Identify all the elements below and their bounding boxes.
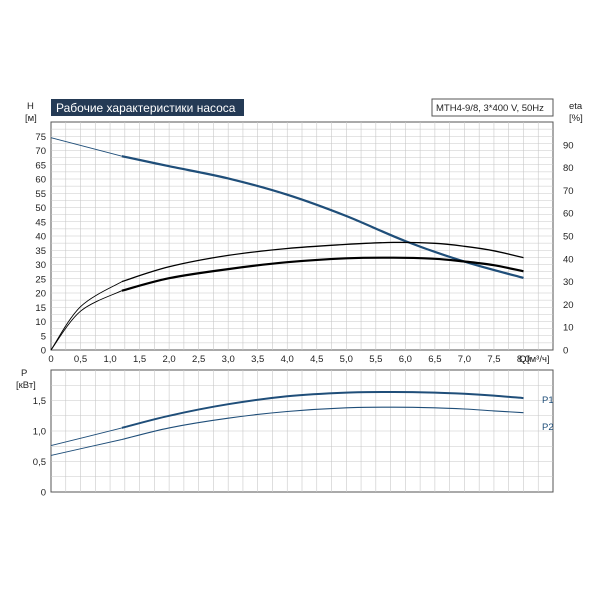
chart-title: Рабочие характеристики насоса	[56, 101, 236, 115]
head-curve-thin	[50, 137, 123, 157]
flow-tick-label: 8,0	[517, 354, 530, 365]
efficiency-tick-label: 0	[563, 346, 568, 357]
power-p1-curve	[121, 390, 524, 429]
head-tick-label: 15	[35, 303, 46, 314]
efficiency-tick-label: 90	[563, 140, 574, 151]
power-axis-unit: [кВт]	[16, 380, 36, 391]
power-tick-label: 1,5	[33, 396, 46, 407]
power-tick-label: 0	[41, 488, 46, 499]
model-box	[431, 98, 554, 117]
flow-tick-label: 0,5	[74, 354, 87, 365]
flow-tick-label: 5,0	[340, 354, 353, 365]
flow-tick-label: 4,5	[310, 354, 323, 365]
lower-series	[50, 390, 524, 456]
power-tick-label: 0,5	[33, 457, 46, 468]
efficiency-tick-label: 80	[563, 163, 574, 174]
power-tick-label: 1,0	[33, 427, 46, 438]
model-label: MTH4-9/8, 3*400 V, 50Hz	[436, 103, 544, 114]
efficiency-axis-ticks: 0 10 20 30 40 50 60 70 80 90	[563, 140, 574, 356]
head-tick-label: 5	[41, 331, 46, 342]
head-tick-label: 40	[35, 232, 46, 243]
head-axis-label: H	[27, 101, 34, 112]
power-axis-label: P	[21, 368, 27, 379]
flow-axis-label: Q	[519, 354, 526, 365]
head-tick-label: 20	[35, 289, 46, 300]
efficiency-upper-curve	[121, 241, 524, 283]
head-tick-label: 0	[41, 346, 46, 357]
head-tick-label: 45	[35, 217, 46, 228]
efficiency-lower-curve	[121, 256, 524, 292]
efficiency-tick-label: 30	[563, 277, 574, 288]
upper-series	[50, 137, 524, 351]
efficiency-tick-label: 20	[563, 300, 574, 311]
upper-grid	[51, 122, 553, 350]
efficiency-tick-label: 40	[563, 254, 574, 265]
flow-tick-label: 4,0	[281, 354, 294, 365]
efficiency-tick-label: 50	[563, 232, 574, 243]
flow-tick-label: 1,0	[103, 354, 116, 365]
head-tick-label: 30	[35, 260, 46, 271]
flow-axis-ticks: 0 0,5 1,0 1,5 2,0 2,5 3,0 3,5 4,0 4,5 5,0 5,5 6,0 6,5…	[48, 354, 530, 365]
head-tick-label: 10	[35, 317, 46, 328]
flow-tick-label: 6,5	[428, 354, 441, 365]
efficiency-tick-label: 70	[563, 186, 574, 197]
head-axis-unit: [м]	[25, 113, 37, 124]
flow-tick-label: 1,5	[133, 354, 146, 365]
title-box	[51, 99, 244, 116]
head-axis-ticks: 0 5 10 15 20 25 30 35 40 45 50 55 60 65 70 75	[35, 132, 46, 357]
flow-tick-label: 2,5	[192, 354, 205, 365]
series-label-p2: P2	[542, 422, 554, 433]
flow-tick-label: 7,0	[458, 354, 471, 365]
efficiency-lower-curve-thin	[50, 290, 123, 351]
power-p2-curve	[121, 406, 524, 441]
power-p2-curve-thin	[50, 439, 123, 456]
head-tick-label: 35	[35, 246, 46, 257]
flow-axis-unit: [м³/ч]	[527, 354, 550, 365]
series-label-p1: P1	[542, 395, 554, 406]
flow-tick-label: 0	[48, 354, 53, 365]
head-tick-label: 25	[35, 274, 46, 285]
flow-tick-label: 5,5	[369, 354, 382, 365]
flow-tick-label: 6,0	[399, 354, 412, 365]
efficiency-tick-label: 60	[563, 209, 574, 220]
head-tick-label: 50	[35, 203, 46, 214]
head-tick-label: 70	[35, 146, 46, 157]
flow-tick-label: 7,5	[487, 354, 500, 365]
head-tick-label: 55	[35, 189, 46, 200]
lower-grid	[51, 370, 553, 492]
efficiency-axis-label: eta	[569, 101, 583, 112]
flow-tick-label: 3,0	[222, 354, 235, 365]
efficiency-upper-curve-thin	[50, 281, 123, 351]
flow-tick-label: 3,5	[251, 354, 264, 365]
head-tick-label: 65	[35, 160, 46, 171]
head-tick-label: 60	[35, 175, 46, 186]
power-p1-curve-thin	[50, 427, 123, 447]
efficiency-axis-unit: [%]	[569, 113, 583, 124]
power-axis-ticks: 0 0,5 1,0 1,5	[33, 396, 46, 499]
efficiency-tick-label: 10	[563, 323, 574, 334]
head-curve	[121, 155, 524, 279]
head-tick-label: 75	[35, 132, 46, 143]
flow-tick-label: 2,0	[163, 354, 176, 365]
